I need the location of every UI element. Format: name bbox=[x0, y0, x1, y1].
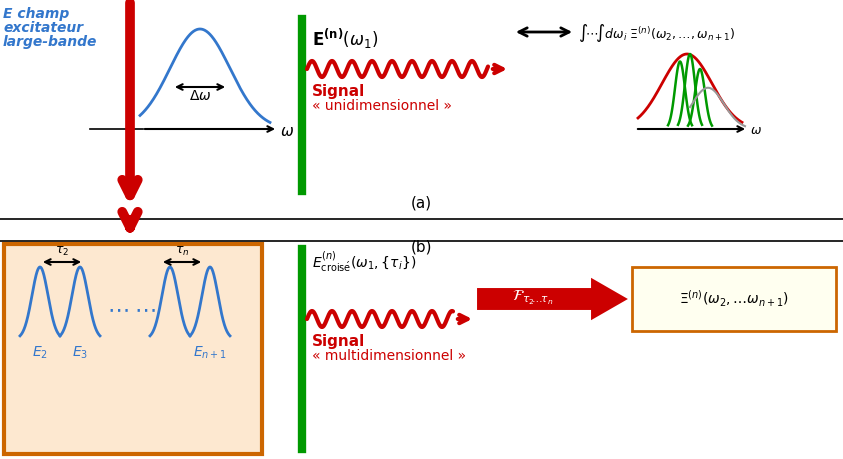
Text: $\mathcal{F}_{\tau_2\!\ldots\!\tau_n}$: $\mathcal{F}_{\tau_2\!\ldots\!\tau_n}$ bbox=[513, 289, 554, 307]
Text: (a): (a) bbox=[411, 196, 432, 211]
Text: $\tau_2$: $\tau_2$ bbox=[55, 245, 69, 258]
Text: $E^{(n)}_{\rm crois\acute{e}}(\omega_1, \{\tau_i\})$: $E^{(n)}_{\rm crois\acute{e}}(\omega_1, … bbox=[312, 249, 416, 274]
Text: Signal: Signal bbox=[312, 84, 365, 99]
Text: $\omega$: $\omega$ bbox=[280, 123, 294, 139]
Text: E champ: E champ bbox=[3, 7, 69, 21]
Text: (b): (b) bbox=[411, 239, 432, 254]
Text: $\Delta\omega$: $\Delta\omega$ bbox=[189, 89, 212, 103]
Text: $\tau_n$: $\tau_n$ bbox=[175, 245, 189, 258]
Text: large-bande: large-bande bbox=[3, 35, 98, 49]
Text: Signal: Signal bbox=[312, 334, 365, 349]
FancyBboxPatch shape bbox=[632, 267, 836, 331]
Text: « multidimensionnel »: « multidimensionnel » bbox=[312, 349, 466, 363]
Text: $\int\!\cdots\!\int d\omega_i\; \Xi^{(n)}(\omega_2,\ldots,\omega_{n+1})$: $\int\!\cdots\!\int d\omega_i\; \Xi^{(n)… bbox=[578, 22, 735, 44]
Text: « unidimensionnel »: « unidimensionnel » bbox=[312, 99, 452, 113]
FancyBboxPatch shape bbox=[4, 244, 262, 454]
Text: $\cdots$: $\cdots$ bbox=[134, 299, 156, 319]
Text: $E_2$: $E_2$ bbox=[32, 345, 48, 361]
Text: $\omega$: $\omega$ bbox=[750, 124, 762, 138]
Text: $E_3$: $E_3$ bbox=[72, 345, 88, 361]
Text: $E_{n+1}$: $E_{n+1}$ bbox=[193, 345, 227, 361]
Text: $\cdots$: $\cdots$ bbox=[107, 299, 129, 319]
Text: $\Xi^{(n)}(\omega_2,\ldots\omega_{n+1})$: $\Xi^{(n)}(\omega_2,\ldots\omega_{n+1})$ bbox=[679, 289, 789, 309]
Text: excitateur: excitateur bbox=[3, 21, 83, 35]
Text: $\mathbf{E^{(n)}}(\omega_1)$: $\mathbf{E^{(n)}}(\omega_1)$ bbox=[312, 27, 379, 51]
Polygon shape bbox=[476, 276, 630, 322]
